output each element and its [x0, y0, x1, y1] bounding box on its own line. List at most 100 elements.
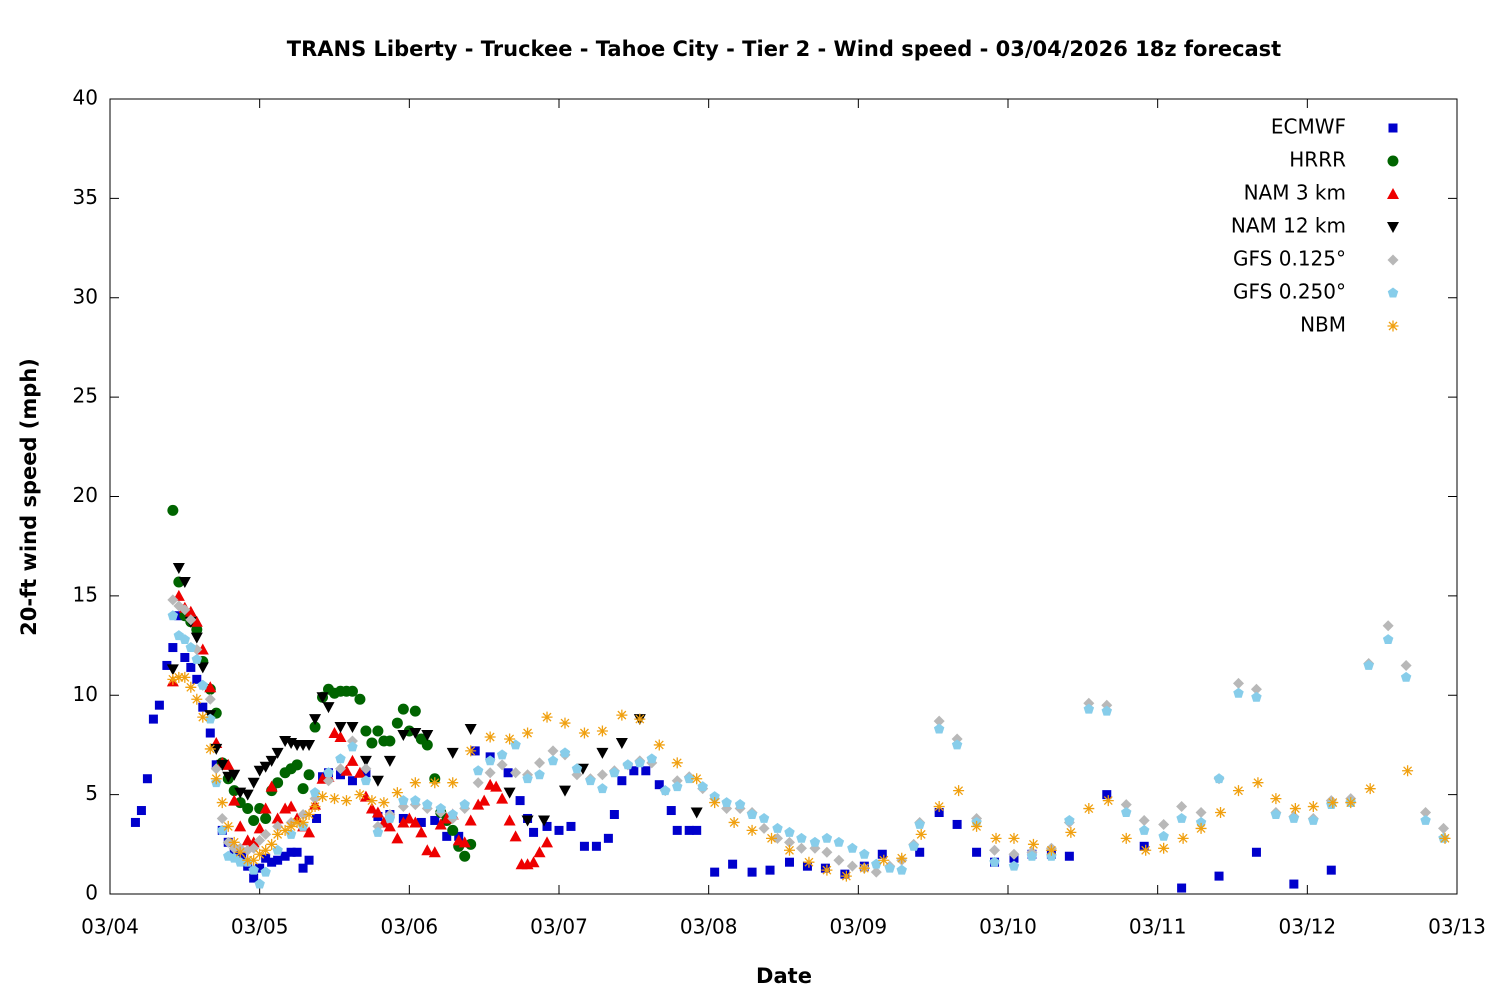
data-point	[366, 795, 378, 807]
data-point	[191, 693, 203, 705]
data-point	[303, 739, 316, 751]
data-point	[316, 692, 329, 704]
data-point	[272, 820, 284, 832]
data-point	[747, 867, 757, 877]
data-point	[527, 856, 540, 868]
chart-title: TRANS Liberty - Truckee - Tahoe City - T…	[287, 37, 1281, 61]
data-point	[971, 820, 983, 832]
data-point	[1307, 801, 1319, 813]
data-point	[784, 857, 794, 867]
legend-label: ECMWF	[1271, 115, 1346, 139]
data-point	[297, 816, 309, 828]
data-point	[391, 787, 403, 799]
legend-label: NBM	[1300, 313, 1346, 337]
data-point	[484, 731, 496, 743]
data-point	[459, 799, 470, 810]
data-point	[683, 773, 695, 784]
data-point	[280, 851, 290, 861]
data-point	[372, 826, 384, 837]
x-axis-label: Date	[756, 964, 812, 988]
data-point	[285, 820, 297, 832]
data-point	[1064, 814, 1075, 825]
data-point	[1045, 844, 1057, 856]
data-point	[248, 814, 260, 826]
data-point	[697, 781, 708, 792]
data-point	[459, 850, 471, 862]
data-point	[951, 739, 963, 750]
data-point	[1308, 814, 1319, 825]
data-point	[641, 766, 651, 776]
data-point	[558, 785, 571, 797]
data-point	[271, 747, 284, 759]
data-point	[285, 828, 297, 839]
data-point	[554, 825, 564, 835]
data-point	[509, 830, 522, 842]
data-point	[248, 864, 259, 875]
data-point	[1120, 799, 1132, 811]
y-tick-label: 5	[85, 781, 98, 805]
data-point	[1364, 783, 1376, 795]
data-point	[346, 685, 358, 697]
data-point	[196, 662, 209, 674]
data-point	[933, 801, 945, 813]
data-point	[915, 847, 925, 857]
data-point	[878, 854, 890, 866]
data-point	[522, 727, 534, 739]
data-point	[297, 783, 309, 795]
x-tick-label: 03/09	[830, 915, 888, 939]
data-point	[684, 825, 694, 835]
data-point	[192, 674, 202, 684]
data-point	[1232, 785, 1244, 797]
data-point	[234, 820, 247, 832]
data-point	[180, 652, 190, 662]
data-point	[1400, 659, 1412, 671]
x-tick-label: 03/05	[231, 915, 289, 939]
data-point	[571, 763, 583, 774]
data-point	[234, 856, 246, 867]
y-tick-label: 30	[73, 284, 98, 308]
data-point	[247, 836, 260, 848]
data-point	[179, 604, 191, 616]
data-point	[335, 753, 346, 764]
data-point	[646, 753, 658, 764]
data-point	[360, 725, 372, 737]
data-point	[1215, 807, 1227, 819]
data-point	[672, 825, 682, 835]
data-point	[821, 846, 833, 858]
data-point	[496, 759, 508, 771]
data-point	[291, 759, 303, 771]
data-point	[1138, 824, 1150, 835]
data-point	[802, 861, 812, 871]
data-point	[1270, 809, 1282, 819]
data-point	[371, 775, 384, 787]
data-point	[1402, 765, 1414, 777]
data-point	[198, 702, 208, 712]
x-tick-label: 03/07	[530, 915, 588, 939]
data-point	[472, 765, 484, 776]
data-point	[430, 815, 440, 825]
data-point	[478, 794, 491, 806]
data-point	[660, 785, 671, 796]
x-tick-label: 03/11	[1129, 915, 1187, 939]
data-point	[953, 785, 965, 797]
data-point	[1120, 832, 1132, 844]
data-point	[185, 681, 197, 693]
data-point	[690, 807, 703, 819]
legend-marker	[1387, 320, 1399, 332]
data-point	[309, 721, 321, 733]
data-point	[1420, 814, 1431, 825]
data-point	[1027, 838, 1039, 850]
data-point	[1158, 842, 1170, 854]
data-point	[1177, 883, 1187, 893]
data-point	[579, 841, 589, 851]
data-point	[542, 821, 552, 831]
data-point	[148, 714, 158, 724]
data-point	[765, 865, 775, 875]
data-point	[271, 812, 284, 824]
data-point	[383, 820, 396, 832]
data-point	[228, 794, 241, 806]
data-point	[304, 855, 314, 865]
data-point	[190, 632, 203, 644]
data-point	[1382, 634, 1394, 645]
